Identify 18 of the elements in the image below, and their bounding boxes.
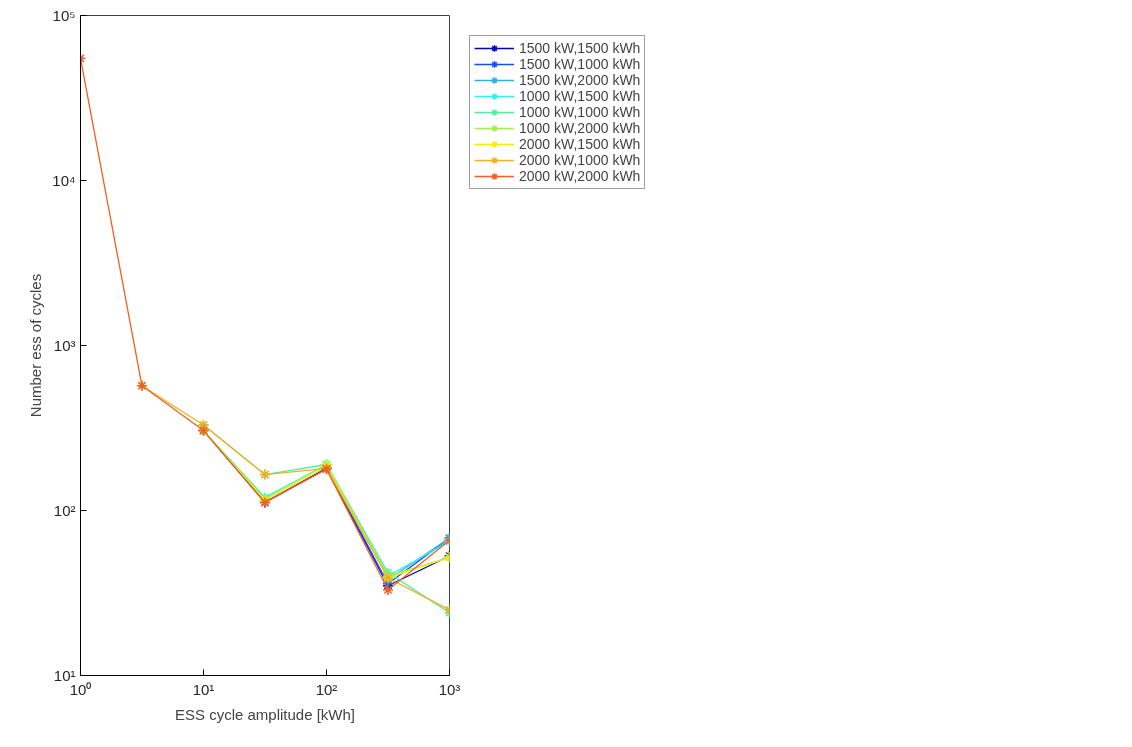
legend-label: 1500 kW,1500 kWh — [519, 40, 641, 56]
y-tick-label: 10³ — [53, 337, 76, 354]
legend-label: 1000 kW,2000 kWh — [519, 120, 641, 136]
legend-label: 1000 kW,1000 kWh — [519, 104, 641, 120]
x-tick-label: 10³ — [438, 680, 461, 698]
legend-label: 2000 kW,1000 kWh — [519, 152, 641, 168]
x-tick-label: 10² — [315, 680, 338, 698]
legend-label: 1000 kW,1500 kWh — [519, 88, 641, 104]
y-tick-label: 10⁴ — [52, 172, 76, 189]
legend-label: 1500 kW,1000 kWh — [519, 56, 641, 72]
y-tick-label: 10² — [53, 502, 76, 519]
y-axis-title: Number ess of cycles — [27, 273, 45, 418]
y-tick-label: 10⁵ — [52, 7, 76, 24]
legend-label: 1500 kW,2000 kWh — [519, 72, 641, 88]
legend-label: 2000 kW,2000 kWh — [519, 168, 641, 184]
legend-label: 2000 kW,1500 kWh — [519, 136, 641, 152]
x-axis-title: ESS cycle amplitude [kWh] — [174, 705, 356, 723]
x-tick-label: 10¹ — [192, 680, 215, 698]
